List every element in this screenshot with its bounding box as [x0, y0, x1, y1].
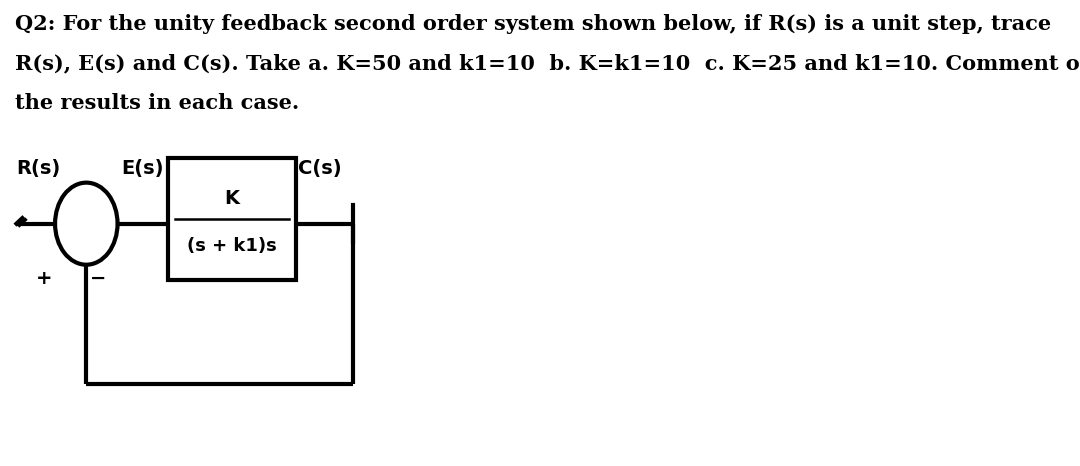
Text: E(s): E(s)	[122, 159, 164, 178]
Bar	[168, 158, 296, 280]
Text: Q2: For the unity feedback second order system shown below, if R(s) is a unit st: Q2: For the unity feedback second order …	[15, 14, 1051, 34]
Text: C(s): C(s)	[298, 159, 342, 178]
Text: +: +	[36, 269, 53, 288]
Text: R(s), E(s) and C(s). Take a. K=50 and k1=10  b. K=k1=10  c. K=25 and k1=10. Comm: R(s), E(s) and C(s). Take a. K=50 and k1…	[15, 54, 1080, 74]
Text: K: K	[225, 189, 240, 208]
Text: (s + k1)s: (s + k1)s	[187, 237, 278, 255]
Text: the results in each case.: the results in each case.	[15, 93, 299, 113]
Text: R(s): R(s)	[16, 159, 60, 178]
Text: −: −	[91, 268, 107, 288]
